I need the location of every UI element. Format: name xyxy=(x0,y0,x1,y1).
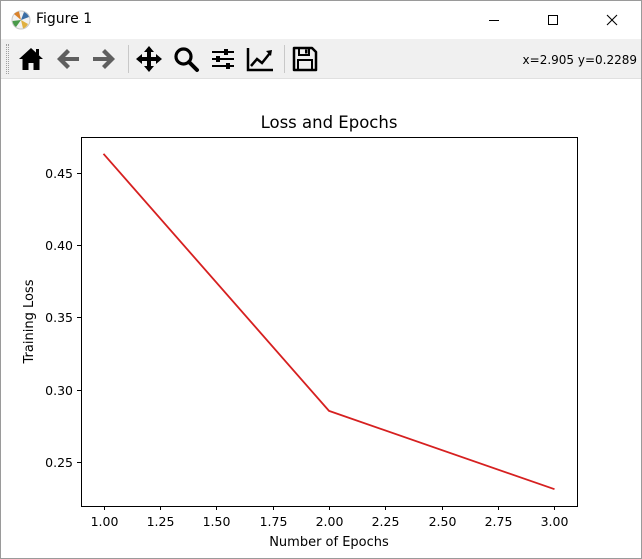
matplotlib-logo-icon xyxy=(11,10,31,30)
save-button[interactable] xyxy=(289,43,321,75)
close-icon xyxy=(606,14,618,26)
y-axis-ticks: 0.25 0.30 0.35 0.40 0.45 xyxy=(45,166,81,470)
maximize-icon xyxy=(548,15,558,25)
x-tick-label: 2.25 xyxy=(372,514,400,529)
chart-line-icon xyxy=(246,48,273,72)
forward-button[interactable] xyxy=(88,43,120,75)
x-tick-label: 1.00 xyxy=(91,514,119,529)
y-tick-label: 0.30 xyxy=(45,383,73,398)
x-tick-label: 1.75 xyxy=(260,514,288,529)
move-icon xyxy=(136,46,162,72)
floppy-disk-icon xyxy=(292,46,318,72)
maximize-button[interactable] xyxy=(530,1,576,39)
x-axis-ticks: 1.00 1.25 1.50 1.75 2.00 2.25 2.50 2.75 3.00 xyxy=(91,506,569,529)
toolbar-grip[interactable] xyxy=(6,44,9,74)
y-tick-label: 0.25 xyxy=(45,455,73,470)
axes-frame xyxy=(81,137,578,507)
x-tick-label: 1.50 xyxy=(203,514,231,529)
line-chart[interactable]: Loss and Epochs Number of Epochs Trainin… xyxy=(1,80,641,558)
series-line-0 xyxy=(102,153,555,491)
toolbar-separator xyxy=(128,45,129,73)
magnifier-icon xyxy=(174,47,199,72)
home-icon xyxy=(19,48,43,70)
edit-axes-button[interactable] xyxy=(244,43,276,75)
title-bar: Figure 1 xyxy=(1,1,641,39)
y-tick-label: 0.35 xyxy=(45,310,73,325)
back-button[interactable] xyxy=(52,43,84,75)
chart-title: Loss and Epochs xyxy=(261,113,398,132)
minimize-icon xyxy=(489,20,499,21)
x-tick-label: 3.00 xyxy=(541,514,569,529)
home-button[interactable] xyxy=(15,43,47,75)
sliders-icon xyxy=(212,49,234,69)
navigation-toolbar: x=2.905 y=0.2289 xyxy=(1,39,641,79)
arrow-right-icon xyxy=(93,49,115,69)
x-tick-label: 2.50 xyxy=(429,514,457,529)
x-tick-label: 2.00 xyxy=(316,514,344,529)
y-tick-label: 0.45 xyxy=(45,166,73,181)
y-tick-label: 0.40 xyxy=(45,238,73,253)
pan-button[interactable] xyxy=(133,43,165,75)
x-tick-label: 1.25 xyxy=(147,514,175,529)
y-axis-label: Training Loss xyxy=(22,279,37,364)
window-title: Figure 1 xyxy=(36,11,93,27)
toolbar-separator xyxy=(284,45,285,73)
x-axis-label: Number of Epochs xyxy=(269,535,389,550)
minimize-button[interactable] xyxy=(471,1,517,39)
cursor-coordinates: x=2.905 y=0.2289 xyxy=(522,53,637,67)
figure-canvas[interactable]: Loss and Epochs Number of Epochs Trainin… xyxy=(1,80,641,558)
zoom-button[interactable] xyxy=(170,43,202,75)
plot-layer xyxy=(102,153,555,491)
close-button[interactable] xyxy=(589,1,635,39)
x-tick-label: 2.75 xyxy=(485,514,513,529)
arrow-left-icon xyxy=(57,49,79,69)
subplots-button[interactable] xyxy=(207,43,239,75)
